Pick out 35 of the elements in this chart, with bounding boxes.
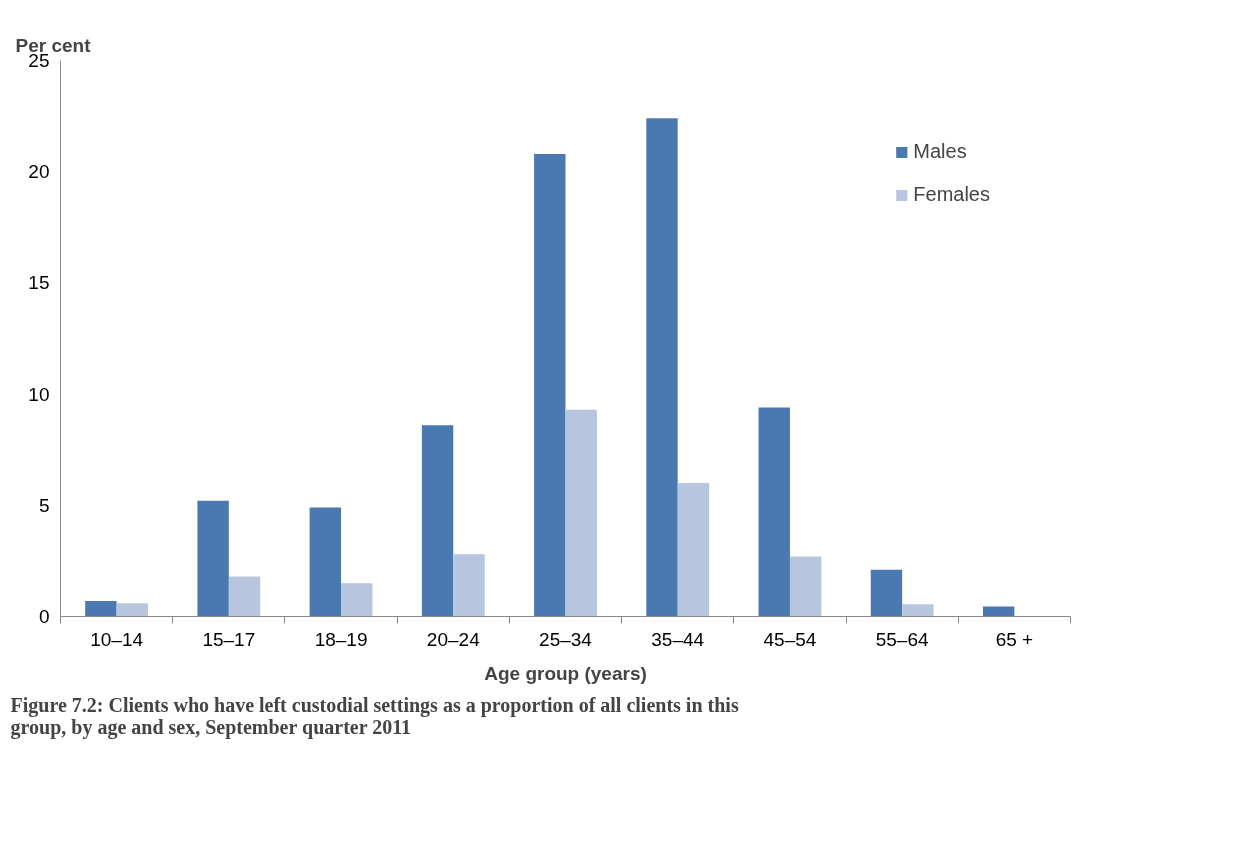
x-tick-label: 35–44	[651, 628, 705, 650]
bar	[646, 118, 678, 617]
x-tick-label: 15–17	[202, 628, 256, 650]
y-tick-label: 20	[28, 161, 50, 183]
x-tick-label: 20–24	[426, 628, 481, 650]
bar	[197, 500, 229, 617]
x-tick-label: 55–64	[875, 628, 930, 650]
legend-label: Males	[913, 140, 967, 163]
legend-label: Females	[913, 183, 990, 206]
x-tick-label: 10–14	[90, 628, 144, 650]
y-tick-label: 10	[28, 383, 50, 405]
y-tick-label: 0	[38, 606, 50, 627]
bar	[565, 409, 597, 617]
x-tick-label: 65 +	[995, 628, 1034, 650]
bar	[982, 606, 1015, 617]
x-tick-label: 25–34	[539, 628, 593, 650]
x-axis-title: Age group (years)	[484, 662, 647, 684]
bar	[228, 576, 261, 617]
bar	[421, 425, 454, 617]
bar	[116, 603, 149, 617]
bar	[341, 583, 373, 617]
bar	[677, 483, 710, 617]
bar	[85, 600, 117, 617]
bar	[902, 604, 934, 617]
bar	[534, 153, 566, 617]
x-tick-label: 45–54	[763, 628, 817, 650]
bar	[870, 569, 903, 617]
y-tick-label: 5	[38, 494, 50, 516]
bar	[789, 556, 822, 617]
bar	[758, 407, 790, 617]
text: Figure 7.2: Clients who have left custodial settings as a proportion of all clients in this group, by age and sex, September quarter 2011	[10, 693, 739, 739]
y-tick-label: 15	[28, 272, 50, 294]
bar	[453, 554, 485, 617]
x-tick-label: 18–19	[314, 628, 368, 650]
bar	[309, 507, 342, 617]
